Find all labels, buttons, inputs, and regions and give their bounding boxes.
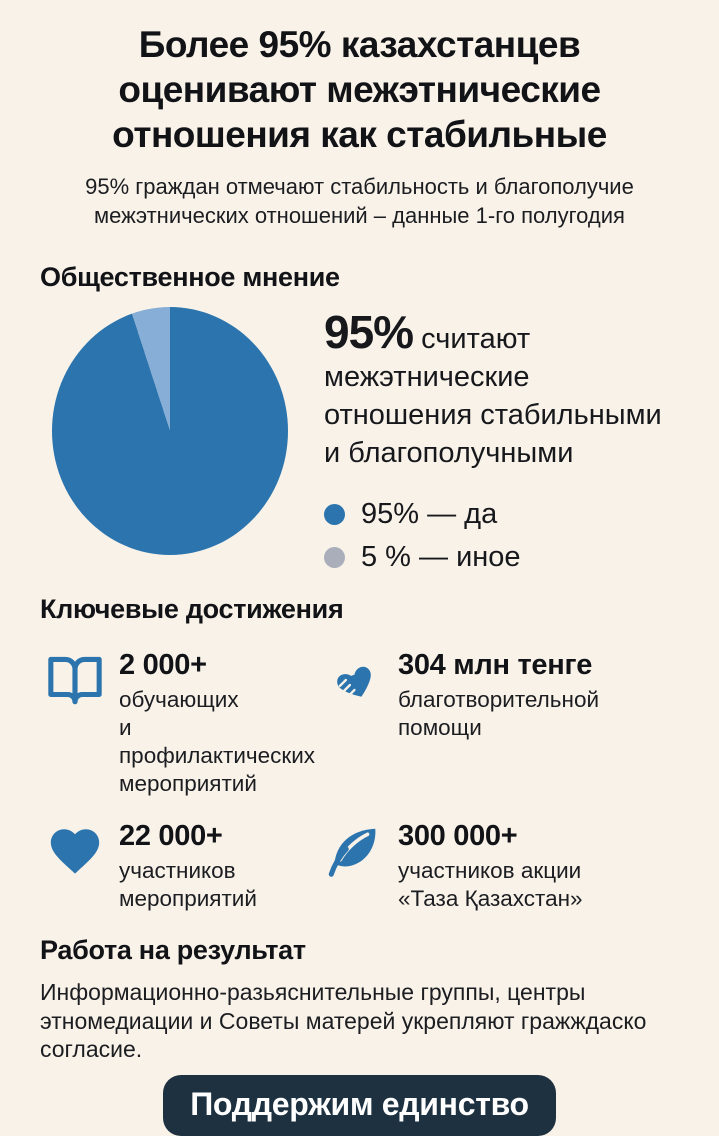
cta-button-wrap: Поддержим единство [0,1074,719,1136]
opinion-stat-block: 95% считают межэтнические отношения стаб… [324,307,679,574]
achievement-desc: участников мероприятий [119,858,257,911]
pie-legend: 95% — да 5 % — иное [324,498,679,574]
achievement-trainings: 2 000+ обучающих и профилактических меро… [46,649,325,798]
legend-item-yes: 95% — да [324,498,679,531]
achievement-text: 304 млн тенге благотворительной помощи [398,649,599,742]
achievement-value: 2 000+ [119,649,207,681]
achievement-text: 2 000+ обучающих и профилактических меро… [119,649,325,798]
legend-item-other: 5 % — иное [324,541,679,574]
opinion-pie-chart [52,307,288,555]
achievement-charity: 304 млн тенге благотворительной помощи [325,649,699,798]
results-section-heading: Работа на результат [40,935,306,965]
achievements-grid: 2 000+ обучающих и профилактических меро… [46,649,699,913]
achievements-section-heading: Ключевые достижения [40,594,344,624]
subtitle-line-1: 95% граждан отмечают стабильность и благ… [85,174,634,199]
achievement-value: 304 млн тенге [398,649,593,681]
achievement-desc: участников акции «Таза Қазахстан» [398,858,583,911]
legend-dot-blue-icon [324,504,345,525]
opinion-section: 95% считают межэтнические отношения стаб… [52,307,679,574]
achievement-text: 300 000+ участников акции «Таза Қазахста… [398,820,583,913]
heart-icon [46,822,104,880]
subtitle-line-2: межэтнических отношений – данные 1-го по… [94,203,625,228]
opinion-stat-value: 95% [324,306,414,358]
page-subtitle: 95% граждан отмечают стабильность и благ… [0,172,719,230]
support-unity-button[interactable]: Поддержим единство [163,1074,556,1136]
leaf-icon [325,822,383,880]
achievement-taza-kazakhstan: 300 000+ участников акции «Таза Қазахста… [325,820,699,913]
legend-label-other: 5 % — иное [361,541,521,573]
infographic-page: Более 95% казахстанцев оценивают межэтни… [0,22,719,1136]
results-text: Информационно-разьяснительные группы, це… [40,979,647,1062]
achievement-desc: обучающих и профилактических мероприятий [119,687,316,796]
title-line-3: отношения как стабильные [112,114,607,155]
achievement-desc: благотворительной помощи [398,687,600,740]
opinion-stat-caption: считают межэтнические отношения стабильн… [324,323,662,469]
page-title: Более 95% казахстанцев оценивают межэтни… [0,22,719,157]
open-book-icon [46,651,104,709]
achievement-participants: 22 000+ участников мероприятий [46,820,325,913]
opinion-stat-text: 95% считают межэтнические отношения стаб… [324,309,679,472]
legend-dot-gray-icon [324,547,345,568]
achievement-value: 300 000+ [398,820,518,852]
opinion-section-heading: Общественное мнение [40,262,340,292]
achievement-value: 22 000+ [119,820,223,852]
title-line-2: оценивают межэтнические [118,69,601,110]
achievement-text: 22 000+ участников мероприятий [119,820,257,913]
handshake-icon [325,651,383,709]
legend-label-yes: 95% — да [361,498,498,530]
title-line-1: Более 95% казахстанцев [138,24,581,65]
